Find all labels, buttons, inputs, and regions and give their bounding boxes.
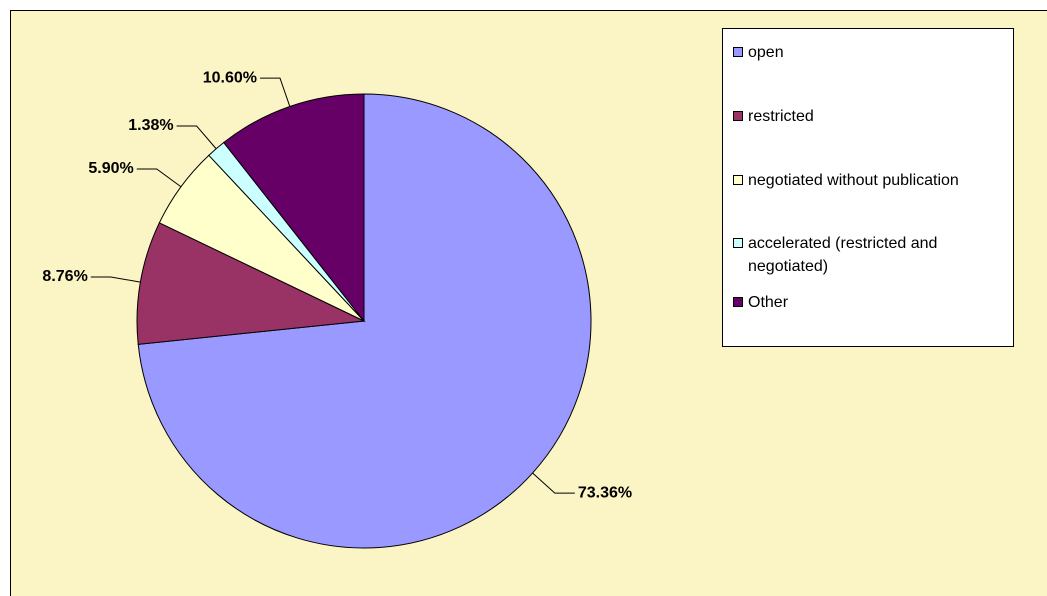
- legend-label: restricted: [748, 108, 814, 125]
- legend-item: negotiated without publication: [733, 169, 1009, 192]
- leader-line: [90, 276, 141, 283]
- legend-swatch: [733, 297, 743, 307]
- leader-line: [532, 472, 575, 494]
- data-label: 10.60%: [203, 69, 257, 86]
- legend-label: Other: [748, 294, 789, 311]
- legend-item: open: [733, 41, 1009, 64]
- data-label: 5.90%: [88, 160, 133, 177]
- legend-swatch: [733, 47, 743, 57]
- legend-label: negotiated without publication: [748, 172, 959, 189]
- data-label: 8.76%: [42, 268, 87, 285]
- legend-item: restricted: [733, 105, 1009, 128]
- data-label: 73.36%: [578, 484, 632, 501]
- legend-item: Other: [733, 291, 1009, 314]
- legend-swatch: [733, 238, 743, 248]
- legend-swatch: [733, 175, 743, 185]
- leader-line: [176, 125, 217, 150]
- legend-swatch: [733, 111, 743, 121]
- pie-slice: [223, 93, 365, 323]
- legend: open restricted negotiated without publica…: [722, 28, 1014, 347]
- leader-line: [259, 77, 291, 107]
- legend-label: accelerated (restricted and negotiated): [748, 235, 938, 275]
- data-label: 1.38%: [128, 117, 173, 134]
- legend-item: accelerated (restricted and negotiated): [733, 232, 1009, 278]
- legend-label: open: [748, 44, 784, 61]
- leader-line: [136, 168, 182, 188]
